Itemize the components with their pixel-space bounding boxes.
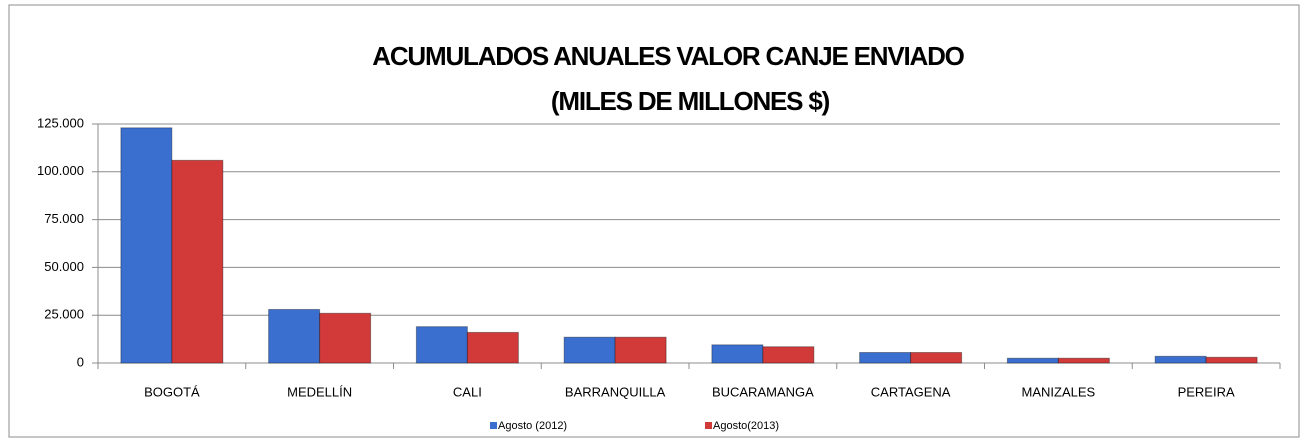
- chart-frame: [8, 4, 1300, 438]
- bar: [1057, 357, 1110, 364]
- bar: [859, 351, 912, 364]
- legend-label: Agosto (2012): [498, 420, 567, 432]
- x-tick-label: MEDELLÍN: [287, 384, 352, 399]
- chart-title: (MILES DE MILLONES $): [551, 86, 830, 116]
- legend-swatch: [705, 422, 712, 429]
- x-tick-label: BARRANQUILLA: [565, 384, 666, 399]
- bar: [711, 344, 764, 364]
- bar: [268, 308, 321, 364]
- x-tick-label: CARTAGENA: [871, 384, 951, 399]
- x-tick-label: BUCARAMANGA: [712, 384, 814, 399]
- bar: [466, 331, 519, 364]
- x-tick-label: MANIZALES: [1022, 384, 1096, 399]
- y-tick-label: 125.000: [37, 115, 84, 130]
- y-tick-label: 25.000: [44, 307, 84, 322]
- bar: [319, 312, 372, 364]
- x-tick-label: BOGOTÁ: [144, 384, 200, 399]
- bar: [120, 127, 173, 364]
- bar: [614, 336, 667, 364]
- bar: [171, 159, 224, 364]
- y-tick-label: 100.000: [37, 163, 84, 178]
- x-tick-label: PEREIRA: [1178, 384, 1235, 399]
- bar: [563, 336, 616, 364]
- bar: [762, 346, 815, 364]
- y-tick-label: 75.000: [44, 211, 84, 226]
- y-tick-label: 50.000: [44, 259, 84, 274]
- bar: [910, 351, 963, 364]
- bar: [1154, 355, 1207, 364]
- y-tick-label: 0: [77, 354, 84, 369]
- legend-label: Agosto(2013): [713, 420, 779, 432]
- legend-swatch: [490, 422, 497, 429]
- bar: [1006, 357, 1059, 364]
- bar: [415, 326, 468, 364]
- chart-title: ACUMULADOS ANUALES VALOR CANJE ENVIADO: [372, 41, 964, 71]
- bar: [1205, 356, 1258, 364]
- x-tick-label: CALI: [453, 384, 482, 399]
